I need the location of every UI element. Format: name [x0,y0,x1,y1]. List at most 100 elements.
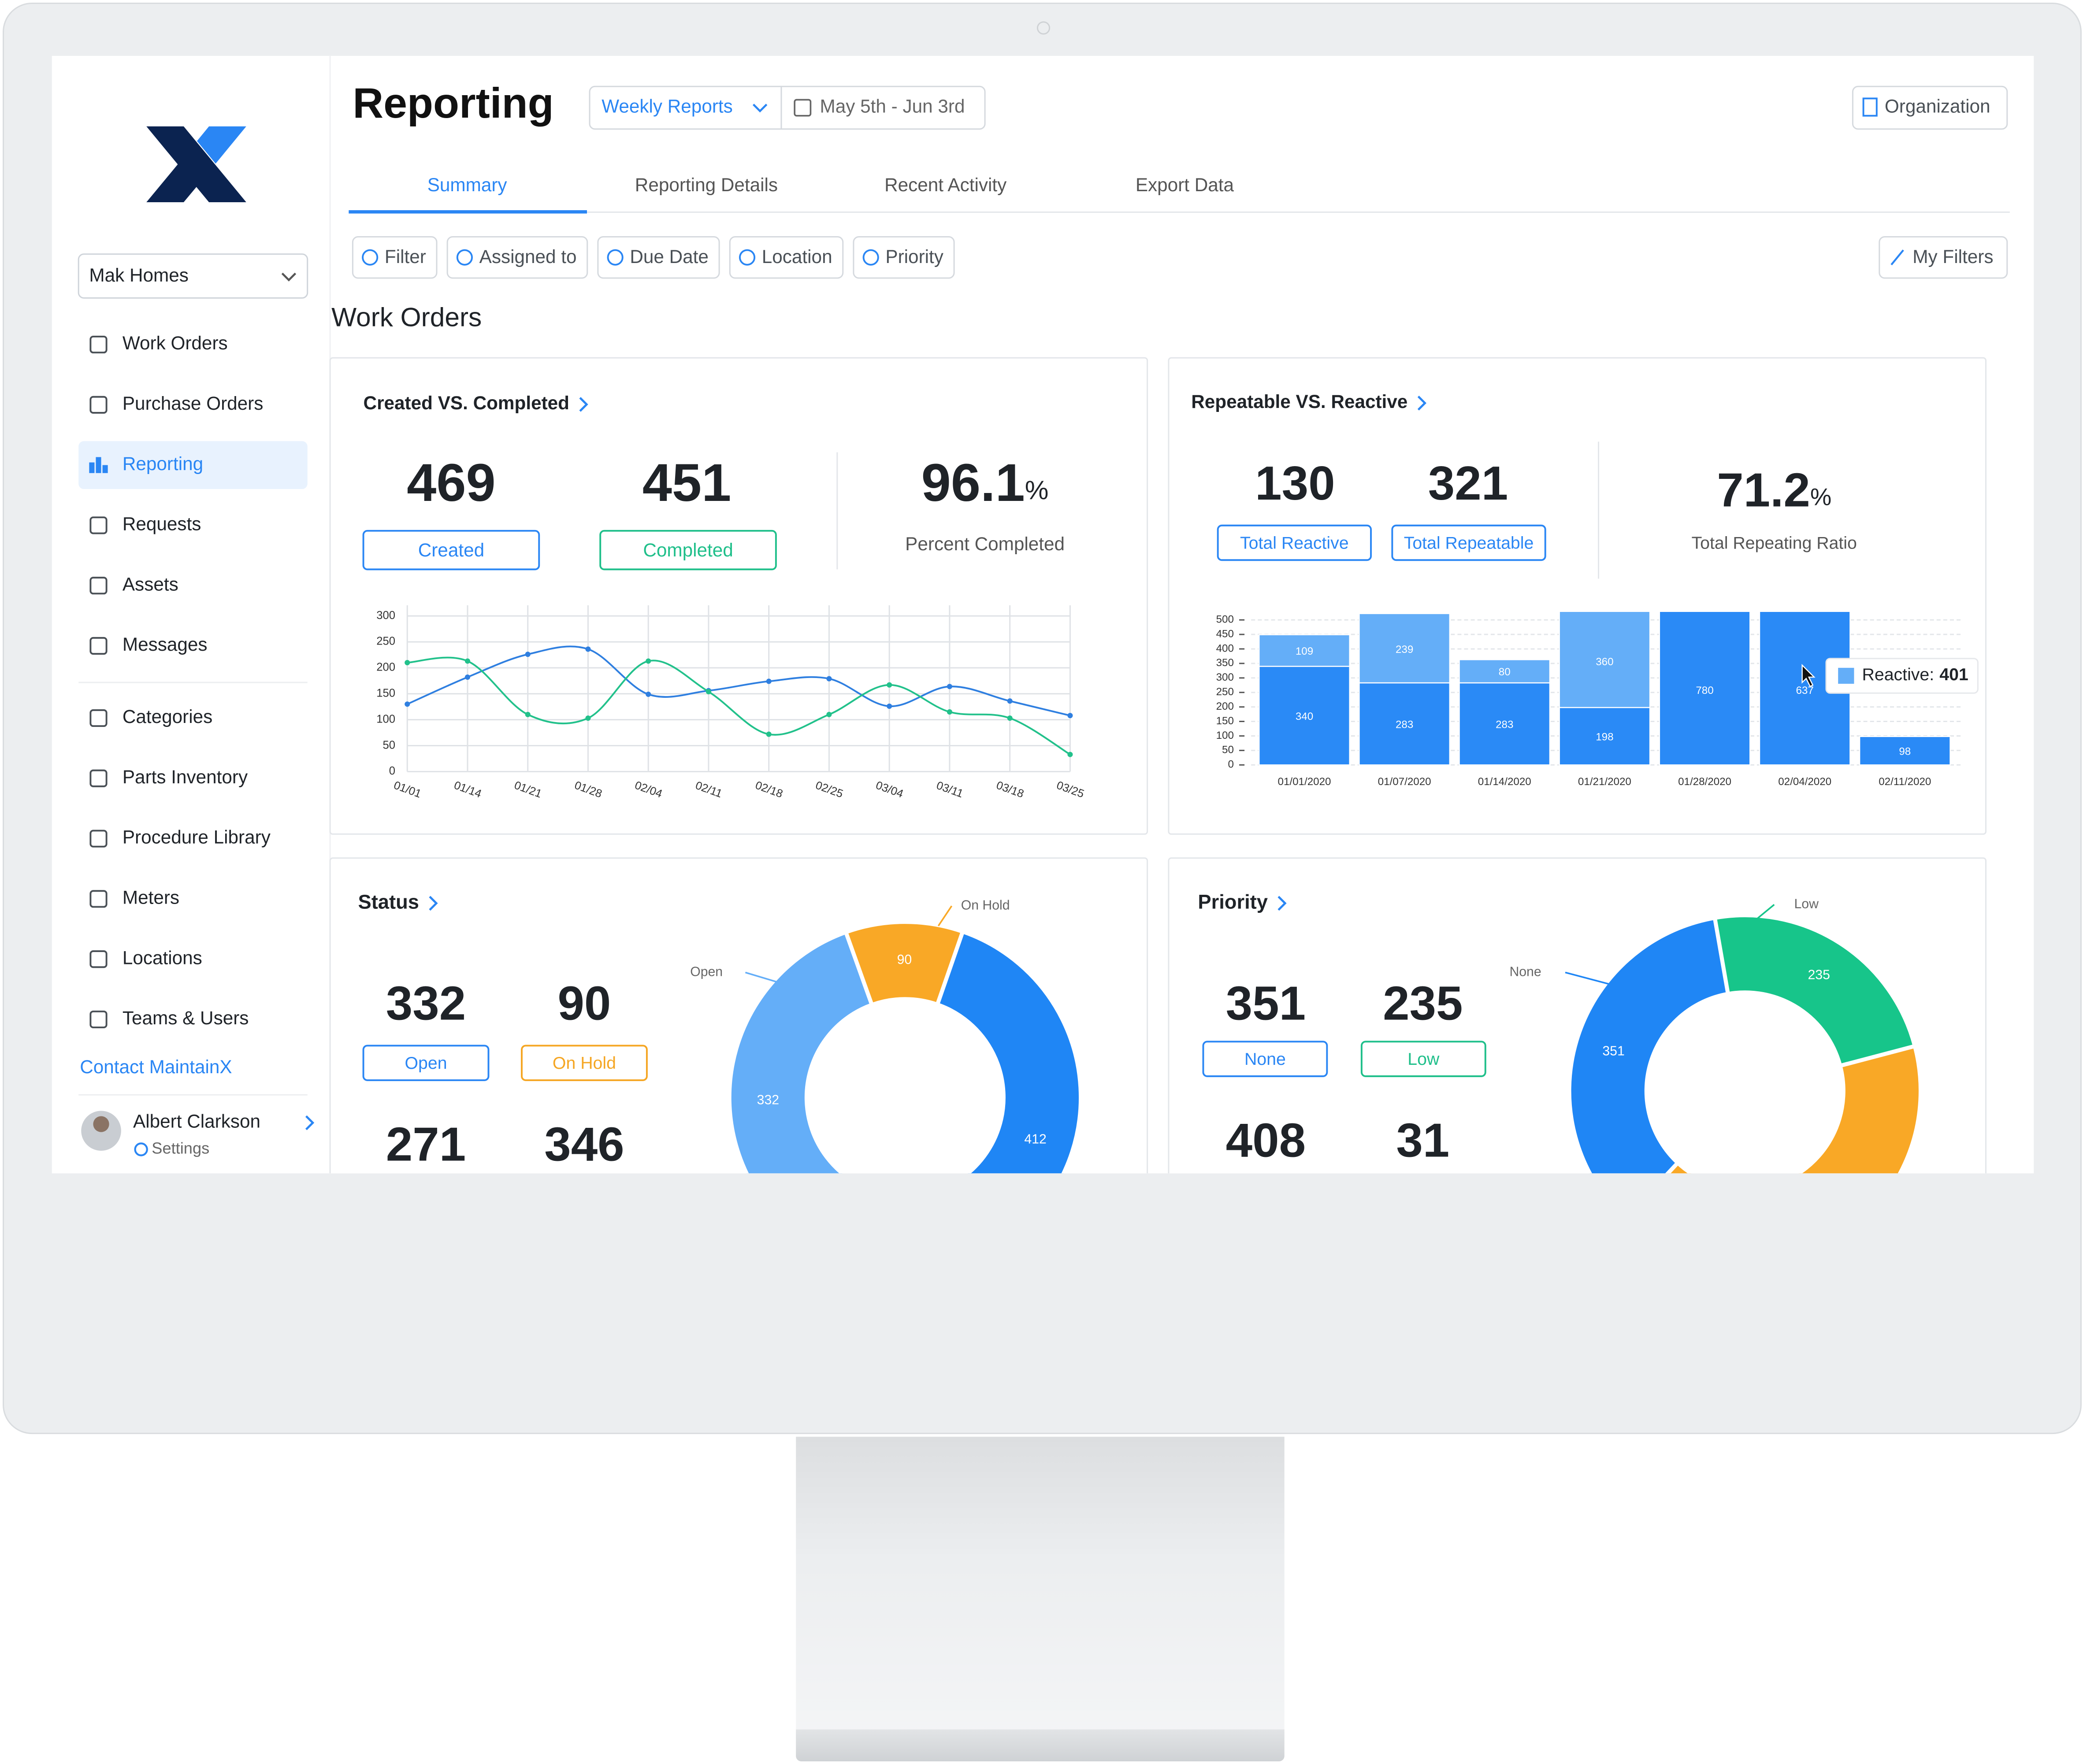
filter-button[interactable] [853,236,955,279]
tab[interactable]: Recent Activity [884,174,1007,195]
chevron [1417,396,1427,411]
nav-item[interactable]: Reporting [123,453,203,474]
bar-value-label: 780 [1696,685,1713,697]
bar-value-label: 198 [1596,731,1613,743]
camera [1036,21,1051,35]
bar-segment [1359,682,1451,766]
filter-button[interactable] [729,236,844,279]
nav-item[interactable]: Messages [123,634,208,655]
bar-segment [1759,612,1851,766]
nav-icon [89,950,108,968]
x-tick-label: 02/04/2020 [1778,776,1831,788]
bar-value-label: 239 [1396,644,1413,656]
org-select[interactable] [78,253,308,299]
tab[interactable]: Summary [427,174,508,195]
line-point [887,703,892,709]
callout-label: On Hold [961,898,1010,912]
line-point [585,646,591,652]
card-title[interactable]: Created VS. Completed [364,393,569,413]
card-title[interactable]: Status [358,890,419,913]
nav-item[interactable]: Procedure Library [123,827,271,848]
section-title: Work Orders [331,302,482,332]
stat-value: 408 [1226,1114,1306,1167]
filter-label: Filter [385,246,426,267]
org-button-label: Organization [1885,96,1990,117]
line-point [766,678,772,684]
filter-button[interactable] [597,236,720,279]
y-tick-label: 300 [376,609,395,622]
ratio-label: Percent Completed [905,534,1065,554]
line-point [1067,752,1073,757]
stat-value: 332 [386,977,466,1030]
slice-value-label: 351 [1602,1044,1624,1058]
filter-button[interactable] [446,236,588,279]
org-name: Mak Homes [89,265,188,285]
x-tick-label: 01/01/2020 [1278,776,1331,788]
bar-chart: 0 50 100 150 200 250 300 350 400 450 500 340 109 283 2… [1216,612,1979,788]
card-title[interactable]: Repeatable VS. Reactive [1191,391,1407,412]
nav-item[interactable]: Categories [123,706,212,727]
contact-link[interactable]: Contact MaintainX [80,1056,232,1077]
ratio-value: 96.1% [921,453,1049,512]
chevron [1277,896,1287,911]
user-name: Albert Clarkson [133,1111,260,1132]
y-tick-label: 50 [383,739,396,751]
y-tick-label: 0 [389,765,395,777]
nav-item[interactable]: Meters [123,887,179,908]
line-point [947,684,952,689]
y-tick-label: 150 [376,687,395,700]
donut-slice [727,930,875,1174]
bar-value-label: 98 [1899,745,1911,757]
tab[interactable]: Reporting Details [635,174,778,195]
nav-item[interactable]: Purchase Orders [123,393,264,414]
sidebar [52,56,331,1174]
page-title: Reporting [353,80,553,127]
wand-icon [1890,249,1904,266]
cursor [1801,663,1816,687]
my-filters-button[interactable] [1879,236,2008,279]
nav-item[interactable]: Teams & Users [123,1008,249,1028]
nav-icon [89,516,108,534]
nav-item[interactable]: Locations [123,947,202,968]
stat-button [599,530,777,571]
ratio-unit: % [1810,484,1831,511]
stat-value: 321 [1428,457,1508,510]
tab[interactable]: Export Data [1136,174,1234,195]
user-settings[interactable]: Settings [152,1139,209,1157]
nav-item[interactable]: Parts Inventory [123,767,248,787]
card-title[interactable]: Priority [1198,890,1268,913]
nav-icon [89,709,108,727]
y-tick-label: 100 [1216,730,1234,741]
bar-value-label: 109 [1296,645,1313,657]
filter-label: Location [762,246,832,267]
stat-value: 451 [642,453,732,512]
line-point [766,731,772,737]
filter-icon [739,249,756,266]
report-type: Weekly Reports [602,96,733,117]
stat-button [521,1045,648,1081]
line-point [464,658,471,664]
nav-icon [89,1010,108,1028]
line-point [1007,715,1013,721]
filter-button[interactable] [352,236,438,279]
slice-value-label: 412 [1024,1132,1046,1147]
org-button[interactable] [1852,85,2008,130]
bar-segment [1859,736,1951,766]
tab-underline [349,210,587,214]
report-select[interactable] [589,85,986,130]
filter-icon [862,249,879,266]
donut-slice [1665,1043,1923,1174]
bar-segment [1559,707,1651,766]
nav-item[interactable]: Requests [123,514,201,534]
nav-item[interactable]: Assets [123,574,178,594]
stat-label: Low [1407,1049,1440,1069]
stat-button [1360,1041,1486,1077]
nav-icon [89,462,95,473]
bar-segment [1359,613,1451,684]
tooltip-box [1825,658,1979,694]
ratio-unit: % [1025,475,1049,505]
nav-item[interactable]: Work Orders [123,333,228,353]
stat-button [362,1045,490,1081]
line-point [585,715,591,721]
